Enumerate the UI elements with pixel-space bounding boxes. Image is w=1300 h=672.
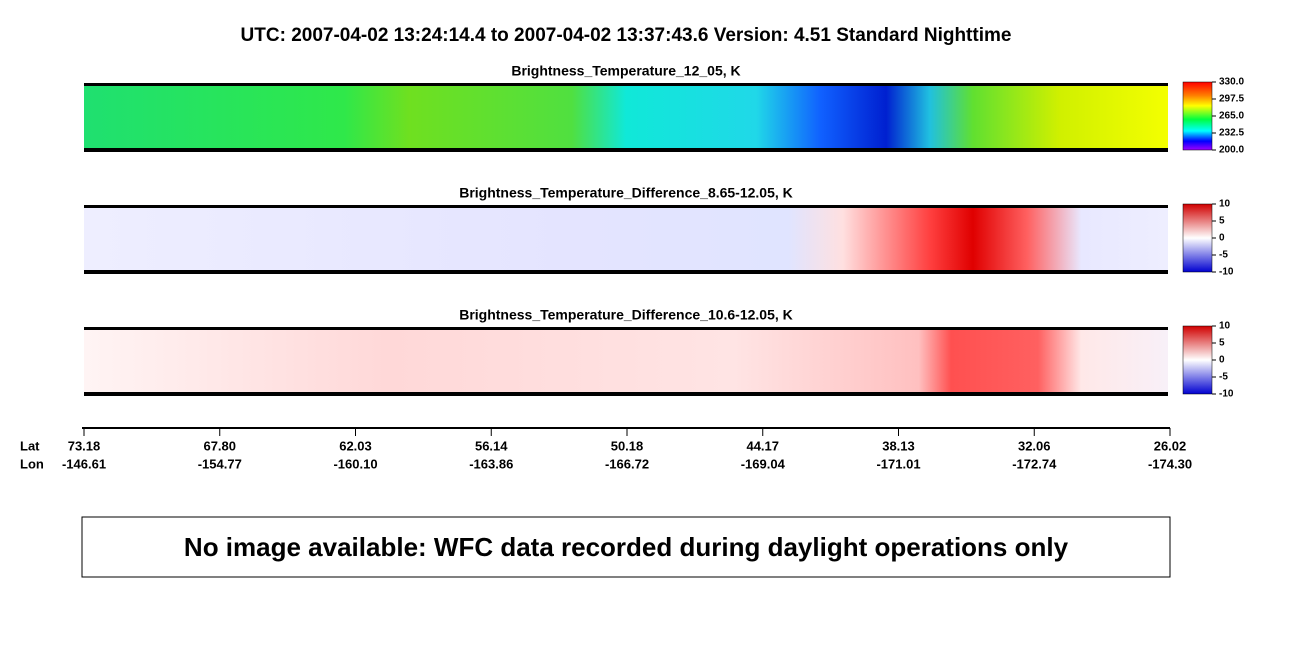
lat-tick-label: 32.06: [1018, 438, 1051, 453]
title: UTC: 2007-04-02 13:24:14.4 to 2007-04-02…: [241, 25, 1012, 46]
lat-tick-label: 56.14: [475, 438, 508, 453]
colorbar-tick-label: 297.5: [1219, 94, 1244, 105]
strip-border: [84, 83, 1168, 86]
colorbar-tick-label: 200.0: [1219, 145, 1244, 156]
lon-tick-label: -163.86: [469, 456, 513, 471]
image-strip: [84, 84, 1168, 150]
lon-tick-label: -146.61: [62, 456, 106, 471]
colorbar-tick-label: -10: [1219, 389, 1234, 400]
colorbar-tick-label: 0: [1219, 355, 1225, 366]
panel-title: Brightness_Temperature_Difference_8.65-1…: [459, 185, 793, 201]
panel-title: Brightness_Temperature_Difference_10.6-1…: [459, 307, 793, 323]
axis: 73.18 -146.61 67.80 -154.77 62.03 -160.10 56.1…: [62, 428, 1192, 471]
lat-label: Lat: [20, 438, 40, 453]
strip-border: [84, 148, 1168, 152]
colorbar-tick-label: 0: [1219, 233, 1225, 244]
strip-border: [84, 205, 1168, 208]
lon-tick-label: -174.30: [1148, 456, 1192, 471]
panel-title: Brightness_Temperature_12_05, K: [511, 63, 740, 79]
colorbar: [1182, 81, 1213, 151]
colorbar-tick-label: 265.0: [1219, 111, 1244, 122]
colorbar-tick-label: -5: [1219, 250, 1228, 261]
lon-tick-label: -160.10: [333, 456, 377, 471]
lat-tick-label: 62.03: [339, 438, 372, 453]
colorbar-tick-label: -5: [1219, 372, 1228, 383]
colorbar: [1182, 325, 1213, 395]
lon-label: Lon: [20, 456, 44, 471]
notice: No image available: WFC data recorded du…: [184, 532, 1069, 562]
lat-tick-label: 73.18: [68, 438, 101, 453]
colorbar-tick-label: 330.0: [1219, 77, 1244, 88]
lat-tick-label: 50.18: [611, 438, 644, 453]
lat-tick-label: 26.02: [1154, 438, 1187, 453]
colorbar-tick-label: 10: [1219, 321, 1231, 332]
colorbar: [1182, 203, 1213, 273]
notice-box: [81, 516, 1171, 578]
lat-tick-label: 44.17: [746, 438, 779, 453]
colorbar-tick-label: 5: [1219, 216, 1225, 227]
image-strip: [84, 206, 1168, 272]
lon-tick-label: -169.04: [741, 456, 786, 471]
colorbar-tick-label: 5: [1219, 338, 1225, 349]
colorbar-tick-label: 232.5: [1219, 128, 1244, 139]
lon-tick-label: -171.01: [876, 456, 920, 471]
image-strip: [84, 328, 1168, 394]
strip-border: [84, 270, 1168, 274]
lat-tick-label: 38.13: [882, 438, 915, 453]
strip-border: [84, 392, 1168, 396]
colorbar-tick-label: -10: [1219, 267, 1234, 278]
lon-tick-label: -166.72: [605, 456, 649, 471]
panels: Brightness_Temperature_12_05, K 330.0 297.…: [84, 63, 1244, 400]
strip-border: [84, 327, 1168, 330]
lat-tick-label: 67.80: [203, 438, 236, 453]
lon-tick-label: -154.77: [198, 456, 242, 471]
lon-tick-label: -172.74: [1012, 456, 1057, 471]
colorbar-tick-label: 10: [1219, 199, 1231, 210]
